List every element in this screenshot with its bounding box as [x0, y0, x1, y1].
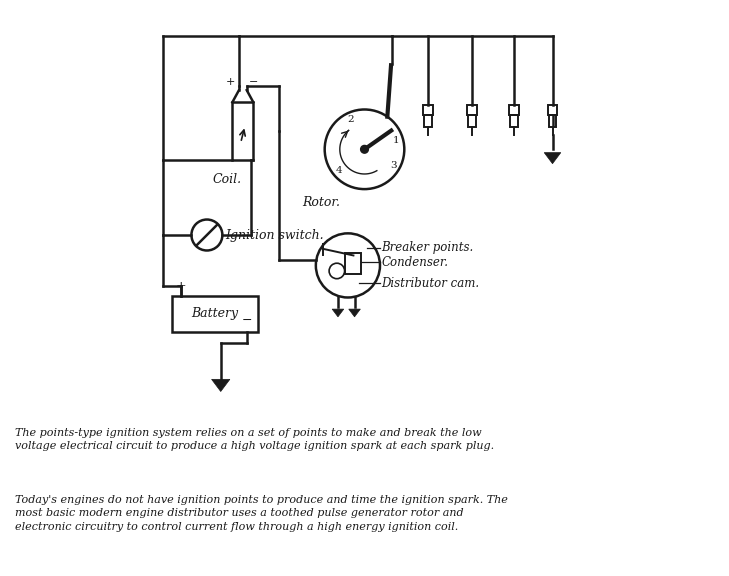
Text: The points-type ignition system relies on a set of points to make and break the : The points-type ignition system relies o… [15, 429, 494, 452]
Bar [510, 115, 518, 127]
Text: −: − [242, 314, 252, 327]
Bar [233, 103, 254, 160]
Text: −: − [249, 77, 258, 87]
Text: +: + [226, 77, 235, 87]
Text: Breaker points.: Breaker points. [381, 241, 473, 254]
Bar [469, 115, 476, 127]
Polygon shape [348, 309, 360, 317]
Text: Distributor cam.: Distributor cam. [381, 276, 479, 290]
Text: Ignition switch.: Ignition switch. [225, 229, 324, 241]
Bar [423, 105, 433, 115]
Polygon shape [545, 153, 561, 164]
Text: 3: 3 [390, 161, 397, 170]
Bar [547, 105, 558, 115]
Bar [467, 105, 477, 115]
Text: 1: 1 [393, 137, 399, 145]
Text: Rotor.: Rotor. [303, 196, 340, 209]
Text: Coil.: Coil. [212, 173, 241, 185]
Text: 4: 4 [336, 166, 343, 175]
Text: Battery: Battery [192, 308, 239, 320]
Bar [509, 105, 519, 115]
Text: 2: 2 [347, 115, 354, 124]
Bar [172, 296, 258, 332]
Bar [345, 253, 361, 274]
Polygon shape [332, 309, 344, 317]
Circle shape [361, 145, 368, 153]
Text: Today's engines do not have ignition points to produce and time the ignition spa: Today's engines do not have ignition poi… [15, 495, 507, 532]
Text: Condenser.: Condenser. [381, 256, 448, 268]
Bar [549, 115, 556, 127]
Bar [424, 115, 432, 127]
Polygon shape [211, 380, 230, 392]
Text: +: + [176, 280, 186, 293]
